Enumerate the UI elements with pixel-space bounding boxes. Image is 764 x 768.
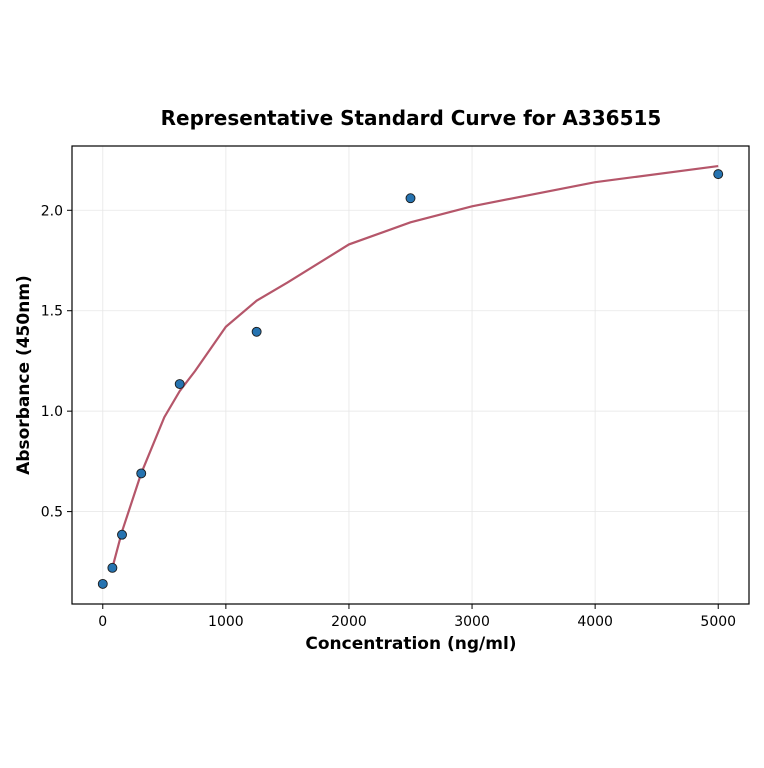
y-tick-label: 1.5 [41,304,63,320]
x-tick-label: 0 [98,614,107,630]
x-tick-label: 1000 [208,614,244,630]
y-tick-label: 1.0 [41,404,63,420]
data-point [107,562,118,573]
data-point [136,468,147,479]
plot-frame [71,145,750,605]
data-point [174,379,185,389]
data-point [251,326,262,337]
y-tick-label: 2.0 [41,203,63,219]
data-point [405,193,416,204]
y-axis-label: Absorbance (450nm) [14,275,34,475]
x-tick-label: 3000 [454,614,490,630]
x-tick-label: 4000 [577,614,613,630]
y-tick-label: 0.5 [41,505,63,521]
x-tick-label: 5000 [700,614,736,630]
data-point [97,578,108,589]
x-axis-label: Concentration (ng/ml) [305,634,516,654]
fit-curve [111,164,719,569]
x-tick-label: 2000 [331,614,367,630]
chart-title: Representative Standard Curve for A33651… [161,106,662,130]
data-point [117,529,127,540]
data-point [713,169,724,180]
